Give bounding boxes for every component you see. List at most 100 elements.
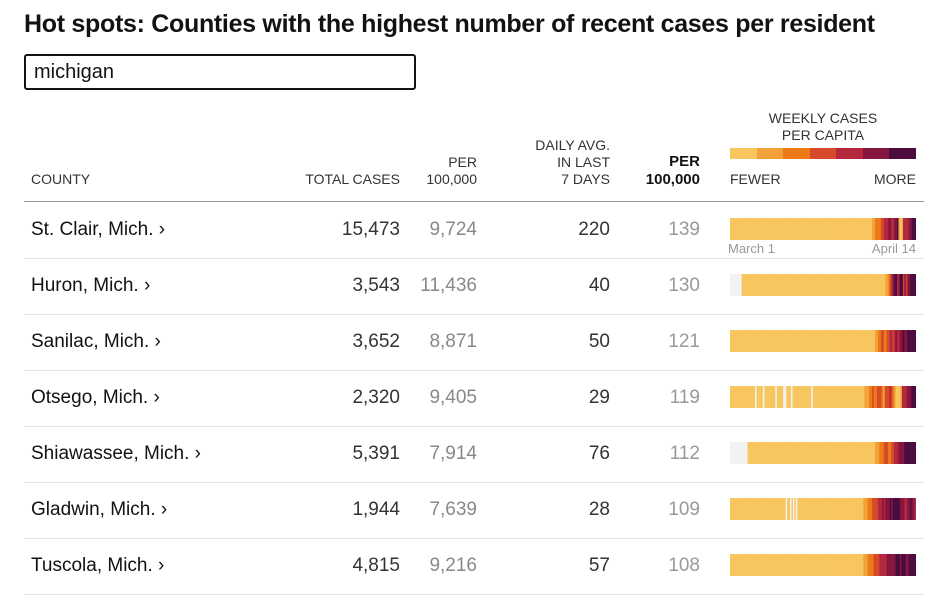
table-row[interactable]: Shiawassee, Mich. › 5,391 7,914 76 112 <box>24 426 924 483</box>
heat-cell <box>901 442 904 464</box>
heat-cell <box>732 442 735 464</box>
heat-cell <box>847 386 850 408</box>
heat-cell <box>788 330 791 352</box>
heat-cell <box>870 330 873 352</box>
heat-cell <box>884 274 886 296</box>
heat-cell <box>911 498 914 520</box>
heat-cell <box>888 442 890 464</box>
heat-cell <box>838 442 841 464</box>
weekly-cases-heat-strip <box>730 498 916 520</box>
county-link[interactable]: Shiawassee, Mich. › <box>31 443 202 464</box>
heat-cell <box>823 218 826 240</box>
heat-cell <box>832 442 835 464</box>
heat-cell <box>823 386 826 408</box>
legend-color-scale <box>730 148 917 159</box>
heat-cell <box>768 218 770 240</box>
county-link[interactable]: Tuscola, Mich. › <box>31 555 165 576</box>
daily-average: 29 <box>588 387 610 408</box>
heat-cell <box>863 554 866 576</box>
heat-cell <box>875 386 878 408</box>
heat-cell <box>751 498 754 520</box>
heat-cell <box>820 386 823 408</box>
heat-cell <box>865 274 867 296</box>
heat-cell <box>738 218 741 240</box>
heat-cell <box>856 386 859 408</box>
heat-cell <box>853 274 856 296</box>
daily-average: 50 <box>588 331 610 352</box>
heat-cell <box>737 554 740 576</box>
heat-cell <box>797 498 800 520</box>
heat-cell <box>772 386 775 408</box>
heat-cell <box>744 274 747 296</box>
heat-cell <box>772 554 775 576</box>
heat-cell <box>800 218 803 240</box>
heat-cell <box>885 218 887 240</box>
heat-cell <box>853 554 855 576</box>
heat-cell <box>913 442 915 464</box>
heat-cell <box>835 554 838 576</box>
heat-cell <box>811 386 814 408</box>
heat-cell <box>782 330 785 352</box>
table-row[interactable]: Gladwin, Mich. › 1,944 7,639 28 109 <box>24 482 924 539</box>
county-link[interactable]: St. Clair, Mich. › <box>31 219 166 240</box>
heat-cell <box>850 386 853 408</box>
heat-cell <box>759 498 762 520</box>
heat-cell <box>779 442 782 464</box>
heat-cell <box>907 218 909 240</box>
heat-cell <box>777 274 780 296</box>
daily-average: 40 <box>588 275 610 296</box>
heat-cell <box>810 218 813 240</box>
heat-cell <box>812 442 814 464</box>
heat-cell <box>812 386 815 408</box>
heat-cell <box>905 218 908 240</box>
heat-cell <box>864 442 867 464</box>
heat-cell <box>747 274 750 296</box>
heat-cell <box>876 498 879 520</box>
column-header-county: COUNTY <box>31 171 91 187</box>
heat-cell <box>775 218 778 240</box>
header-divider <box>24 201 924 202</box>
heat-cell <box>864 386 867 408</box>
heat-cell <box>742 386 745 408</box>
county-link[interactable]: Sanilac, Mich. › <box>31 331 161 352</box>
heat-cell <box>862 386 865 408</box>
heat-cell <box>848 442 851 464</box>
heat-cell <box>863 442 866 464</box>
heat-cell <box>886 442 889 464</box>
county-link[interactable]: Huron, Mich. › <box>31 275 151 296</box>
table-row[interactable]: St. Clair, Mich. › 15,473 9,724 220 139 <box>24 202 924 259</box>
heat-cell <box>820 442 823 464</box>
heat-cell <box>765 442 767 464</box>
county-link[interactable]: Gladwin, Mich. › <box>31 499 168 520</box>
heat-cell <box>825 498 827 520</box>
heat-cell <box>790 330 792 352</box>
heat-cell <box>880 386 882 408</box>
heat-cell <box>795 554 798 576</box>
table-row[interactable]: Huron, Mich. › 3,543 11,436 40 130 <box>24 258 924 315</box>
heat-cell <box>747 498 750 520</box>
heat-cell <box>808 386 811 408</box>
heat-cell <box>904 554 907 576</box>
heat-cell <box>838 330 841 352</box>
heat-cell <box>914 330 916 352</box>
heat-cell <box>869 554 871 576</box>
heat-cell <box>895 218 898 240</box>
heat-cell <box>841 274 844 296</box>
heat-cell <box>773 330 776 352</box>
table-row[interactable]: Tuscola, Mich. › 4,815 9,216 57 108 <box>24 538 924 595</box>
search-input[interactable] <box>24 54 416 90</box>
heat-cell <box>839 498 842 520</box>
heat-cell <box>773 554 776 576</box>
heat-cell <box>763 554 766 576</box>
heat-cell <box>730 442 732 464</box>
heat-cell <box>794 218 797 240</box>
heat-cell <box>834 274 837 296</box>
table-row[interactable]: Sanilac, Mich. › 3,652 8,871 50 121 <box>24 314 924 371</box>
table-row[interactable]: Otsego, Mich. › 2,320 9,405 29 119 <box>24 370 924 427</box>
heat-cell <box>769 330 772 352</box>
heat-cell <box>807 274 809 296</box>
county-link[interactable]: Otsego, Mich. › <box>31 387 160 408</box>
heat-cell <box>892 386 895 408</box>
heat-cell <box>814 218 817 240</box>
heat-cell <box>773 442 776 464</box>
